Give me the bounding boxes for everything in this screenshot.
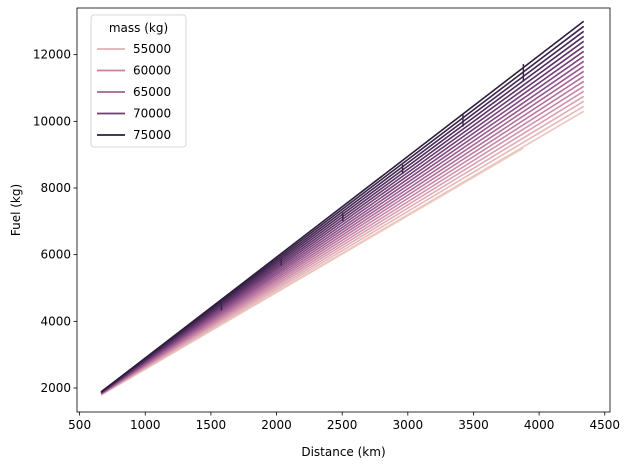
x-tick-label: 4000 (524, 418, 555, 432)
y-tick-label: 6000 (40, 248, 71, 262)
series-line-64000 (100, 70, 585, 395)
x-tick-label: 1500 (196, 418, 227, 432)
legend-title: mass (kg) (109, 21, 168, 35)
legend-entry-label: 70000 (133, 107, 171, 121)
legend-entry-label: 55000 (133, 42, 171, 56)
legend-entry-label: 75000 (133, 128, 171, 142)
x-axis-label: Distance (km) (301, 445, 385, 459)
series-line-66000 (100, 60, 585, 394)
x-axis-ticks: 500 1000 1500 2000 2500 3000 3500 4000 4500 (68, 412, 620, 432)
legend-entries: 55000 60000 65000 70000 75000 (97, 42, 171, 142)
x-tick-label: 500 (68, 418, 91, 432)
y-tick-label: 8000 (40, 181, 71, 195)
series-line-58000 (100, 100, 585, 396)
series-line-74000 (100, 20, 585, 393)
x-tick-label: 2500 (327, 418, 358, 432)
x-tick-label: 1000 (130, 418, 161, 432)
x-tick-label: 2000 (261, 418, 292, 432)
series-line-57000 (100, 105, 585, 396)
series-line-63000 (100, 75, 585, 395)
series-line-61000 (100, 85, 585, 395)
x-tick-label: 3500 (458, 418, 489, 432)
y-axis-ticks: 2000 4000 6000 8000 10000 12000 (33, 48, 77, 395)
y-tick-label: 4000 (40, 314, 71, 328)
legend: mass (kg) 55000 60000 65000 70000 75000 (90, 14, 187, 148)
legend-entry-label: 60000 (133, 64, 171, 78)
step-marks (220, 64, 525, 311)
y-tick-label: 2000 (40, 381, 71, 395)
y-tick-label: 10000 (33, 114, 71, 128)
y-tick-label: 12000 (33, 48, 71, 62)
plot-area-frame (76, 7, 611, 413)
series-line-60000 (100, 90, 585, 395)
x-tick-label: 3000 (393, 418, 424, 432)
y-axis-label: Fuel (kg) (9, 184, 23, 236)
x-tick-label: 4500 (589, 418, 620, 432)
series-line-67000 (100, 55, 585, 394)
legend-entry-label: 65000 (133, 85, 171, 99)
